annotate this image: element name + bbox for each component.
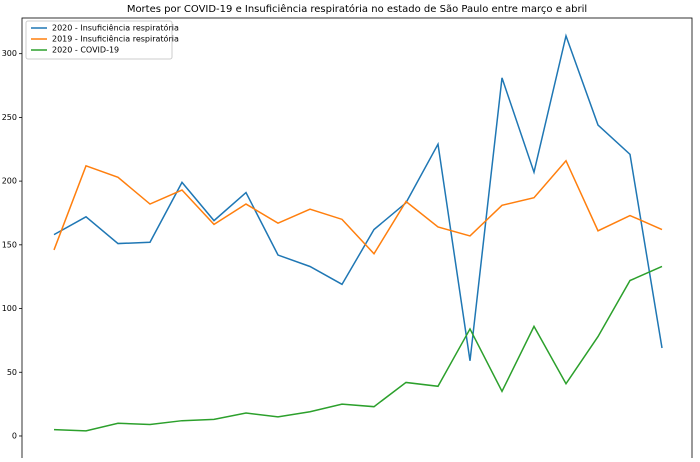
y-tick-label: 50: [7, 368, 17, 377]
data-line: [53, 265, 663, 432]
legend-label: 2020 - Insuficiência respiratória: [52, 23, 179, 33]
legend-label: 2019 - Insuficiência respiratória: [52, 34, 179, 44]
y-tick-label: 250: [2, 113, 17, 122]
y-tick-label: 200: [2, 177, 17, 186]
data-line: [53, 33, 663, 361]
y-tick-label: 150: [2, 240, 17, 249]
legend-box: [25, 20, 173, 60]
legend-label: 2020 - COVID-19: [52, 46, 119, 55]
y-tick-label: 100: [2, 304, 17, 313]
data-line: [53, 159, 663, 255]
y-tick-label: 300: [2, 49, 17, 58]
y-tick-label: 0: [12, 431, 17, 440]
chart-title: Mortes por COVID-19 e Insuficiência resp…: [127, 3, 587, 15]
plot-frame: [21, 17, 693, 462]
